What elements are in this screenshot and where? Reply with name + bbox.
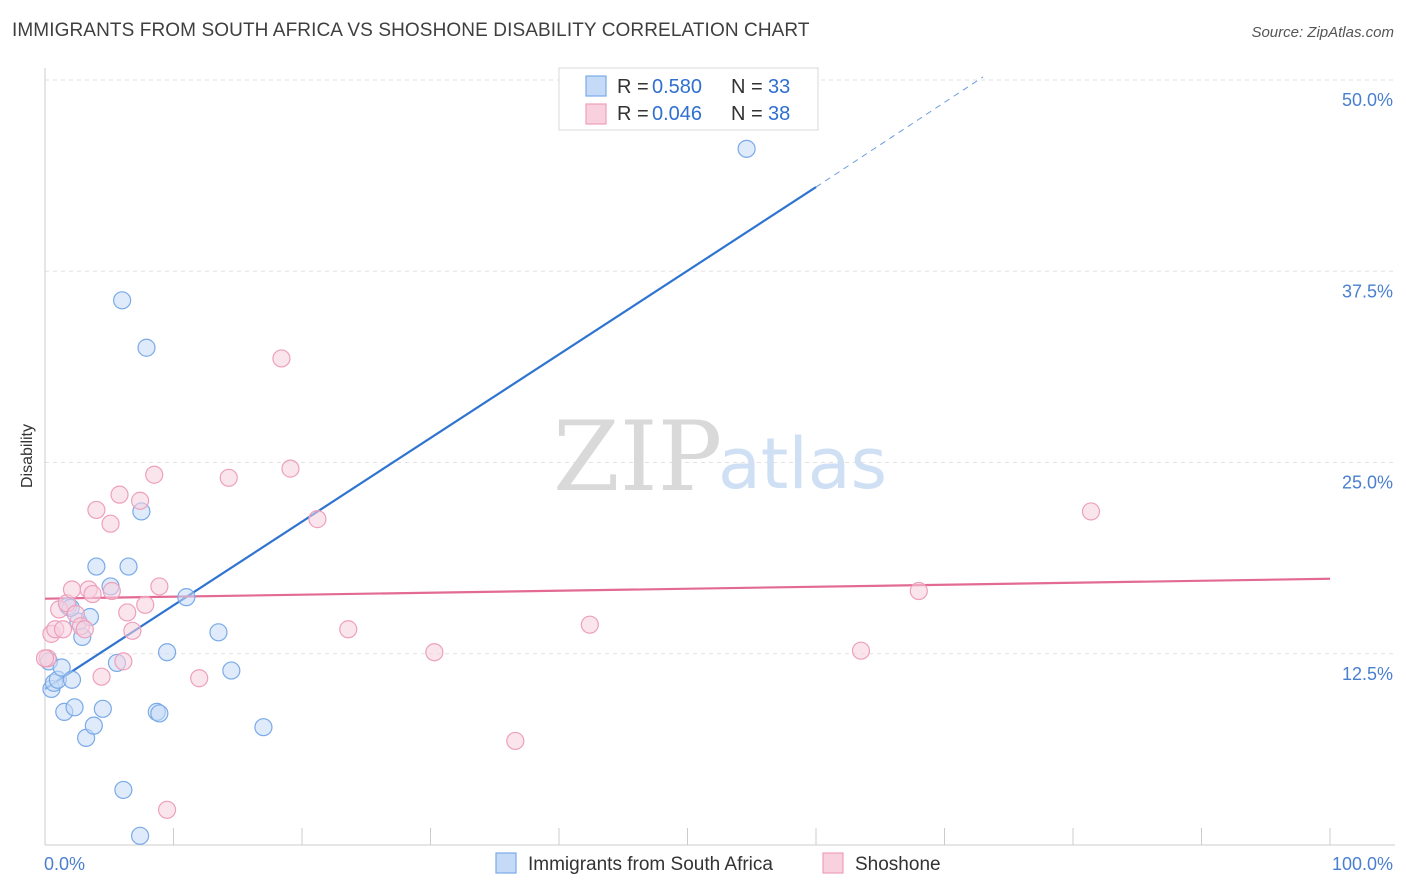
point-1-24 [159,801,176,818]
point-1-15 [103,583,120,600]
point-0-28 [210,624,227,641]
point-1-33 [581,616,598,633]
legend-swatch-south-africa [586,76,606,96]
y-tick-label-3: 50.0% [1342,90,1393,110]
legend-r-label-0: R = [617,76,649,98]
point-1-22 [146,466,163,483]
y-tick-label-0: 12.5% [1342,664,1393,684]
point-1-31 [426,644,443,661]
point-0-14 [88,558,105,575]
trend-line-extension-0 [816,77,983,187]
legend-r-label-1: R = [617,103,649,125]
point-1-23 [151,578,168,595]
point-1-20 [132,492,149,509]
trend-lines [45,77,1330,689]
point-1-4 [54,621,71,638]
legend-n-value-0: 33 [768,76,790,98]
point-0-20 [120,558,137,575]
legend-n-value-1: 38 [768,103,790,125]
point-0-7 [63,671,80,688]
point-0-29 [223,662,240,679]
point-1-32 [507,732,524,749]
watermark: ZIP atlas [553,401,887,513]
x-tick-label-max: 100.0% [1332,854,1393,874]
x-minor-ticks [174,828,1331,845]
point-1-6 [63,581,80,598]
point-1-19 [124,622,141,639]
point-0-21 [132,827,149,844]
point-0-30 [255,719,272,736]
legend-swatch-shoshone [586,104,606,124]
legend-n-label-1: N = [731,103,763,125]
gridlines [45,80,1395,654]
bottom-legend-swatch-south-africa [496,853,516,873]
point-0-27 [178,589,195,606]
point-1-35 [910,583,927,600]
point-1-18 [119,604,136,621]
point-1-13 [93,668,110,685]
point-1-34 [852,642,869,659]
point-1-14 [102,515,119,532]
point-0-19 [115,781,132,798]
bottom-legend-label-shoshone: Shoshone [855,854,941,875]
point-1-30 [340,621,357,638]
point-0-25 [151,705,168,722]
point-1-16 [111,486,128,503]
point-1-17 [115,653,132,670]
point-0-8 [66,699,83,716]
point-1-25 [191,670,208,687]
legend-n-label-0: N = [731,76,763,98]
bottom-legend-swatch-shoshone [823,853,843,873]
watermark-zip: ZIP [553,401,722,513]
point-1-27 [273,350,290,367]
watermark-atlas: atlas [718,423,887,505]
point-1-21 [137,596,154,613]
point-1-36 [1082,503,1099,520]
bottom-legend-label-south-africa: Immigrants from South Africa [528,854,773,875]
point-0-18 [114,292,131,309]
point-1-11 [84,586,101,603]
point-0-31 [738,140,755,157]
y-tick-label-2: 37.5% [1342,281,1393,301]
point-1-29 [309,511,326,528]
y-tick-label-1: 25.0% [1342,473,1393,493]
point-1-28 [282,460,299,477]
legend-r-value-0: 0.580 [652,76,702,98]
x-tick-label-min: 0.0% [44,854,85,874]
point-1-9 [76,621,93,638]
bottom-legend: Immigrants from South Africa Shoshone [496,853,941,875]
point-1-12 [88,501,105,518]
point-0-13 [85,717,102,734]
point-0-15 [94,700,111,717]
trend-line-1 [45,579,1330,599]
scatter-chart: ZIP atlas 12.5% 25.0% 37.5% 50.0% 0.0% 100.… [0,0,1406,892]
legend-r-value-1: 0.046 [652,103,702,125]
point-1-37 [37,650,54,667]
legend: R = 0.580 N = 33 R = 0.046 N = 38 [559,68,818,130]
y-tick-labels: 12.5% 25.0% 37.5% 50.0% [1342,90,1393,684]
point-1-26 [220,469,237,486]
point-0-23 [138,339,155,356]
point-0-26 [159,644,176,661]
